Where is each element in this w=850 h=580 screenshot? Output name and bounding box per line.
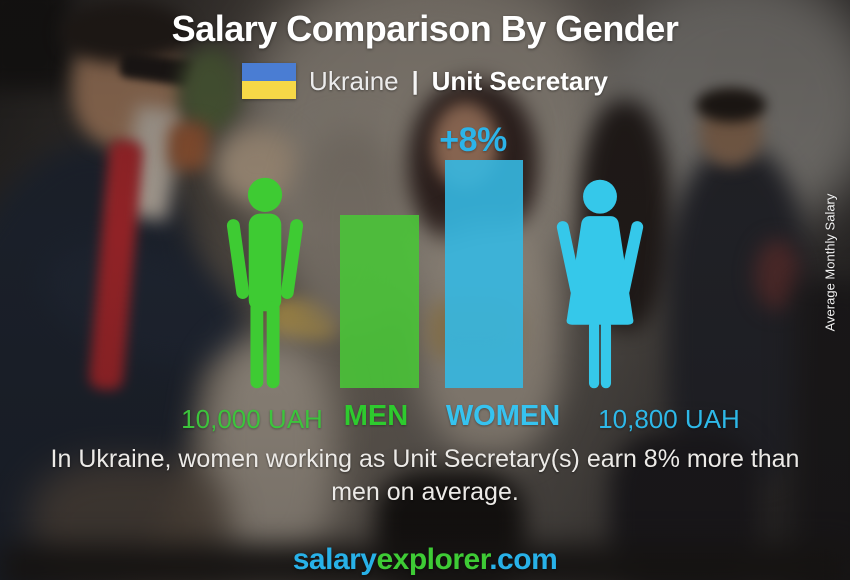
brand-salary: salary: [292, 543, 377, 576]
bg-corner-topleft-dark: [0, 0, 70, 90]
watermark: salaryexplorer.com: [0, 543, 850, 577]
y-axis-label: Average Monthly Salary: [822, 193, 838, 332]
women-salary-value: 10,800 UAH: [598, 404, 740, 434]
men-salary-value: 10,000 UAH: [181, 404, 323, 434]
ukraine-flag-icon: [242, 63, 297, 99]
subtitle-row: Ukraine | Unit Secretary: [0, 62, 850, 100]
women-category-label: WOMEN: [445, 400, 561, 432]
brand-explorer: explorer: [376, 543, 490, 576]
summary-text: In Ukraine, women working as Unit Secret…: [0, 443, 850, 509]
bg-right-man-hair: [696, 88, 766, 122]
women-bar: [445, 160, 523, 388]
bg-bottom-strip: [0, 545, 850, 580]
men-bar: [340, 215, 419, 388]
separator: |: [411, 66, 419, 95]
summary-line-1: In Ukraine, women working as Unit Secret…: [50, 445, 800, 473]
bg-plant-pot: [168, 122, 210, 170]
percent-difference-label: +8%: [439, 121, 507, 159]
man-icon: [226, 177, 304, 389]
woman-icon: [556, 179, 644, 389]
country-label: Ukraine: [309, 65, 399, 96]
bg-right-edge-dark: [795, 280, 850, 580]
men-category-label: MEN: [343, 400, 409, 432]
bg-right-man-suit: [668, 150, 808, 480]
summary-line-2: men on average.: [331, 478, 519, 506]
brand-domain: .com: [489, 543, 558, 576]
bg-maroon-accent: [755, 240, 800, 310]
job-title-label: Unit Secretary: [431, 65, 608, 96]
bg-plant: [180, 48, 240, 133]
page-title: Salary Comparison By Gender: [171, 8, 679, 49]
